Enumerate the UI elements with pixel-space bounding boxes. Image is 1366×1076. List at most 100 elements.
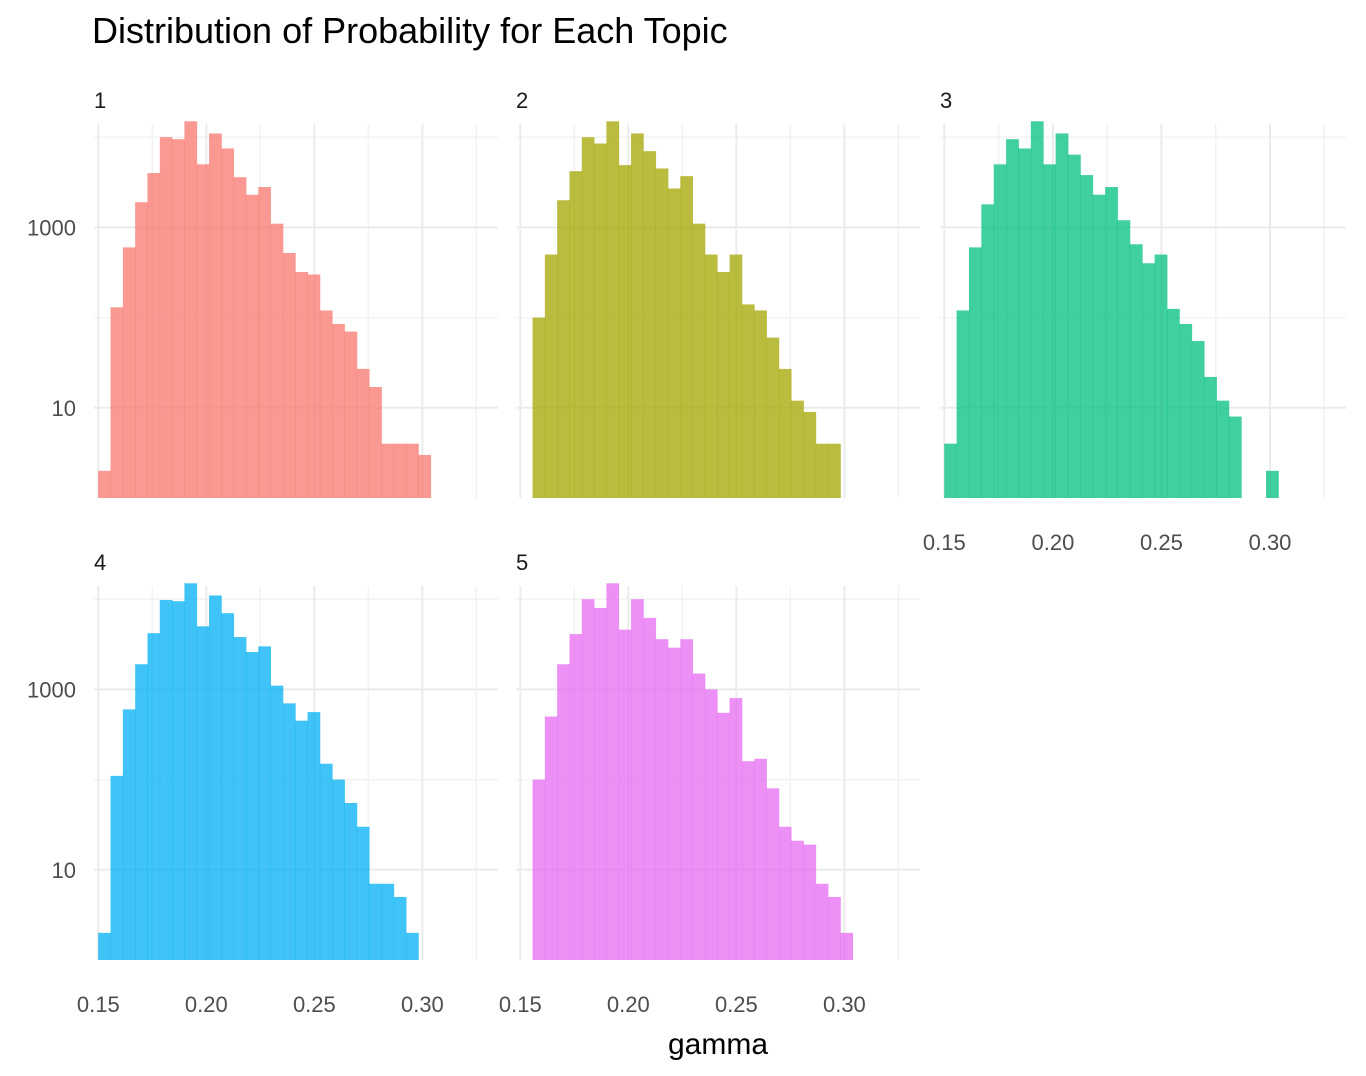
histogram-bar bbox=[196, 164, 210, 498]
histogram-bar bbox=[98, 470, 111, 498]
histogram-bar bbox=[245, 194, 259, 499]
histogram-bar bbox=[754, 758, 767, 960]
histogram-bar bbox=[606, 583, 620, 960]
histogram-bar bbox=[344, 331, 358, 498]
histogram-bar bbox=[1030, 121, 1044, 498]
histogram-bar bbox=[1142, 263, 1156, 498]
histogram-bar bbox=[159, 599, 173, 960]
histogram-bar bbox=[1043, 164, 1057, 498]
histogram-bar bbox=[1265, 470, 1279, 498]
x-tick-label: 0.20 bbox=[607, 992, 650, 1017]
histogram-bar bbox=[356, 826, 370, 960]
histogram-bar bbox=[307, 712, 321, 960]
histogram-bar bbox=[704, 689, 718, 960]
histogram-bar bbox=[643, 151, 657, 498]
histogram-bar bbox=[184, 121, 198, 498]
histogram-bar bbox=[532, 317, 546, 498]
histogram-bar bbox=[418, 454, 432, 498]
histogram-bar bbox=[840, 932, 854, 960]
histogram-bar bbox=[258, 187, 272, 498]
x-tick-label: 0.15 bbox=[499, 992, 542, 1017]
facet-label-5: 5 bbox=[516, 550, 528, 575]
histogram-bar bbox=[196, 626, 210, 960]
histogram-bar bbox=[1191, 341, 1205, 498]
facet-panel-1: 1 10 1000 bbox=[27, 88, 498, 499]
histogram-bar bbox=[172, 601, 185, 960]
histogram-bar bbox=[393, 896, 407, 960]
histogram-bar bbox=[319, 310, 333, 498]
histogram-bar bbox=[393, 443, 407, 498]
histogram-bar bbox=[209, 595, 222, 960]
histogram-bar bbox=[643, 617, 657, 960]
x-tick-label: 0.20 bbox=[185, 992, 228, 1017]
histogram-bar bbox=[594, 607, 607, 960]
histogram-bar bbox=[569, 171, 583, 499]
y-tick-label: 1000 bbox=[27, 215, 76, 240]
histogram-bar bbox=[332, 779, 345, 960]
histogram-bar bbox=[282, 253, 296, 498]
histogram-bar bbox=[172, 139, 185, 498]
histogram-bar bbox=[532, 779, 546, 960]
histogram-bar bbox=[631, 133, 644, 498]
x-tick-label: 0.15 bbox=[923, 530, 966, 555]
histogram-bar bbox=[1092, 194, 1106, 499]
facet-label-2: 2 bbox=[516, 88, 528, 113]
x-tick-label: 0.15 bbox=[77, 992, 120, 1017]
histogram-bar bbox=[569, 634, 583, 960]
histogram-bar bbox=[631, 599, 644, 960]
facet-panel-3: 3 0.15 0.20 0.25 0.30 bbox=[923, 88, 1346, 555]
histogram-bar bbox=[381, 443, 395, 498]
histogram-bar bbox=[680, 639, 694, 960]
histogram-bar bbox=[791, 400, 804, 498]
histogram-bar bbox=[606, 121, 620, 498]
histogram-bar bbox=[594, 143, 607, 499]
histogram-bar bbox=[981, 204, 995, 498]
histogram-bar bbox=[828, 896, 841, 960]
histogram-bar bbox=[1166, 308, 1180, 498]
histogram-bar bbox=[381, 883, 395, 960]
histogram-bar bbox=[791, 840, 804, 960]
histogram-bar bbox=[1117, 220, 1131, 498]
histogram-bar bbox=[319, 763, 333, 960]
histogram-bar bbox=[356, 368, 370, 498]
x-tick-label: 0.25 bbox=[715, 992, 758, 1017]
histogram-bar bbox=[258, 646, 272, 960]
histogram-bar bbox=[717, 712, 730, 960]
histogram-bar bbox=[692, 223, 706, 498]
histogram-bar bbox=[655, 639, 669, 960]
histogram-bar bbox=[1018, 148, 1032, 498]
histogram-bar bbox=[968, 247, 982, 498]
histogram-bar bbox=[618, 629, 632, 960]
histogram-bar bbox=[1179, 323, 1193, 498]
histogram-bar bbox=[295, 720, 308, 960]
histogram-bar bbox=[406, 443, 419, 498]
histogram-bar bbox=[159, 137, 173, 498]
x-axis-label: gamma bbox=[668, 1028, 768, 1061]
histogram-bar bbox=[754, 310, 767, 498]
histogram-bar bbox=[135, 202, 148, 498]
histogram-bar bbox=[1204, 376, 1217, 498]
histogram-bar bbox=[667, 188, 681, 499]
histogram-bar bbox=[344, 803, 358, 960]
histogram-bar bbox=[729, 254, 743, 498]
facet-panel-4: 4 10 1000 0.15 0.20 0.25 0.30 bbox=[27, 550, 498, 1017]
histogram-bar bbox=[815, 883, 829, 960]
histogram-bar bbox=[680, 176, 694, 498]
histogram-bar bbox=[147, 173, 161, 499]
facet-label-3: 3 bbox=[940, 88, 952, 113]
histogram-bar bbox=[233, 177, 247, 498]
histogram-bar bbox=[110, 775, 124, 960]
histogram-bar bbox=[1055, 133, 1069, 498]
histogram-bar bbox=[544, 716, 558, 960]
histogram-bar bbox=[270, 223, 284, 498]
histogram-bar bbox=[1067, 154, 1081, 498]
histogram-bar bbox=[667, 647, 681, 960]
histogram-bar bbox=[1228, 416, 1242, 498]
chart-title: Distribution of Probability for Each Top… bbox=[92, 10, 728, 51]
histogram-bar bbox=[581, 599, 595, 960]
histogram-bar bbox=[1129, 244, 1143, 498]
histogram-bar bbox=[828, 443, 841, 498]
histogram-bar bbox=[729, 698, 743, 960]
x-tick-label: 0.25 bbox=[1140, 530, 1183, 555]
histogram-bar bbox=[209, 133, 222, 498]
